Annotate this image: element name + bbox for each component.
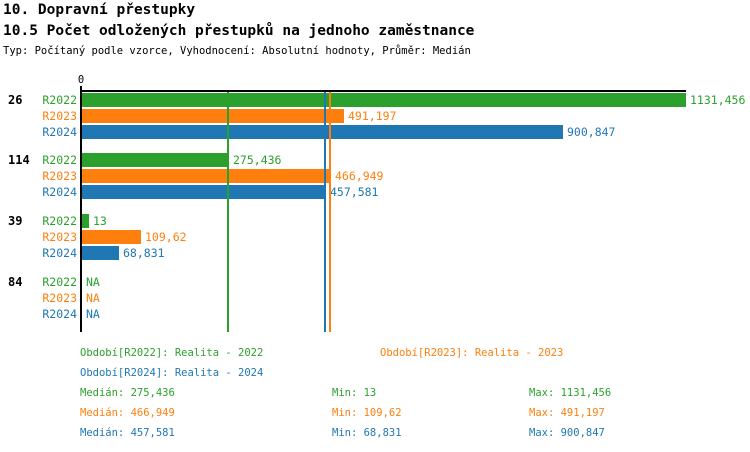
value-label: 68,831 — [123, 246, 165, 260]
series-label: R2024 — [42, 185, 77, 199]
stat-max: Max: 491,197 — [529, 407, 605, 419]
stat-min: Min: 13 — [332, 387, 377, 399]
series-label: R2023 — [42, 291, 77, 305]
bar-r2022 — [82, 93, 686, 107]
chart-row: R2023 NA — [0, 291, 750, 305]
legend-item-r2023: Období[R2023]: Realita - 2023 — [380, 347, 564, 359]
value-label: NA — [86, 307, 100, 321]
value-label: 466,949 — [335, 169, 384, 183]
report-title: 10. Dopravní přestupky — [3, 2, 196, 18]
stats-row-r2023: Medián: 466,949 Min: 109,62 Max: 491,197 — [0, 407, 750, 420]
chart-row: R2024 68,831 — [0, 246, 750, 260]
value-label: 900,847 — [567, 125, 616, 139]
chart-row: R2023 466,949 — [0, 169, 750, 183]
series-label: R2022 — [42, 275, 77, 289]
series-label: R2022 — [42, 214, 77, 228]
value-label: 13 — [93, 214, 107, 228]
stat-min: Min: 68,831 — [332, 427, 402, 439]
legend-item-r2022: Období[R2022]: Realita - 2022 — [80, 347, 264, 359]
group-label: 39 — [8, 214, 23, 228]
series-label: R2023 — [42, 230, 77, 244]
chart-row: 26 R2022 1131,456 — [0, 93, 750, 107]
bar-r2023 — [82, 109, 344, 123]
chart-row: 114 R2022 275,436 — [0, 153, 750, 167]
y-axis-line — [80, 86, 82, 332]
chart-row: R2023 491,197 — [0, 109, 750, 123]
bar-r2024 — [82, 125, 563, 139]
bar-r2023 — [82, 169, 331, 183]
series-label: R2022 — [42, 93, 77, 107]
legend-item-r2024: Období[R2024]: Realita - 2024 — [80, 367, 264, 379]
chart-row: R2023 109,62 — [0, 230, 750, 244]
series-label: R2024 — [42, 246, 77, 260]
series-label: R2023 — [42, 169, 77, 183]
x-axis-line — [80, 90, 686, 92]
bar-r2022 — [82, 214, 89, 228]
bar-r2023 — [82, 230, 141, 244]
median-line — [329, 91, 331, 332]
bar-chart: 0 26 R2022 1131,456 R2023 491,197 R2024 900,84… — [0, 74, 750, 332]
group-label: 114 — [8, 153, 30, 167]
series-label: R2022 — [42, 153, 77, 167]
chart-row: R2024 NA — [0, 307, 750, 321]
stat-max: Max: 1131,456 — [529, 387, 612, 399]
median-line — [227, 91, 229, 332]
bar-r2024 — [82, 185, 326, 199]
stat-median: Medián: 466,949 — [80, 407, 175, 419]
stats-row-r2022: Medián: 275,436 Min: 13 Max: 1131,456 — [0, 387, 750, 400]
median-line — [324, 91, 326, 332]
value-label: NA — [86, 275, 100, 289]
chart-row: R2024 457,581 — [0, 185, 750, 199]
stat-median: Medián: 457,581 — [80, 427, 175, 439]
value-label: 109,62 — [145, 230, 187, 244]
stat-max: Max: 900,847 — [529, 427, 605, 439]
report-meta: Typ: Počítaný podle vzorce, Vyhodnocení:… — [3, 45, 471, 57]
stats-row-r2024: Medián: 457,581 Min: 68,831 Max: 900,847 — [0, 427, 750, 440]
series-label: R2023 — [42, 109, 77, 123]
report-subtitle: 10.5 Počet odložených přestupků na jedno… — [3, 23, 475, 39]
chart-row: 84 R2022 NA — [0, 275, 750, 289]
stat-min: Min: 109,62 — [332, 407, 402, 419]
value-label: 457,581 — [330, 185, 379, 199]
bar-r2022 — [82, 153, 229, 167]
bar-r2024 — [82, 246, 119, 260]
group-label: 26 — [8, 93, 23, 107]
chart-row: 39 R2022 13 — [0, 214, 750, 228]
chart-row: R2024 900,847 — [0, 125, 750, 139]
series-label: R2024 — [42, 125, 77, 139]
series-label: R2024 — [42, 307, 77, 321]
value-label: NA — [86, 291, 100, 305]
x-axis-origin-label: 0 — [77, 74, 85, 86]
value-label: 491,197 — [348, 109, 397, 123]
value-label: 1131,456 — [690, 93, 746, 107]
value-label: 275,436 — [233, 153, 282, 167]
group-label: 84 — [8, 275, 23, 289]
stat-median: Medián: 275,436 — [80, 387, 175, 399]
